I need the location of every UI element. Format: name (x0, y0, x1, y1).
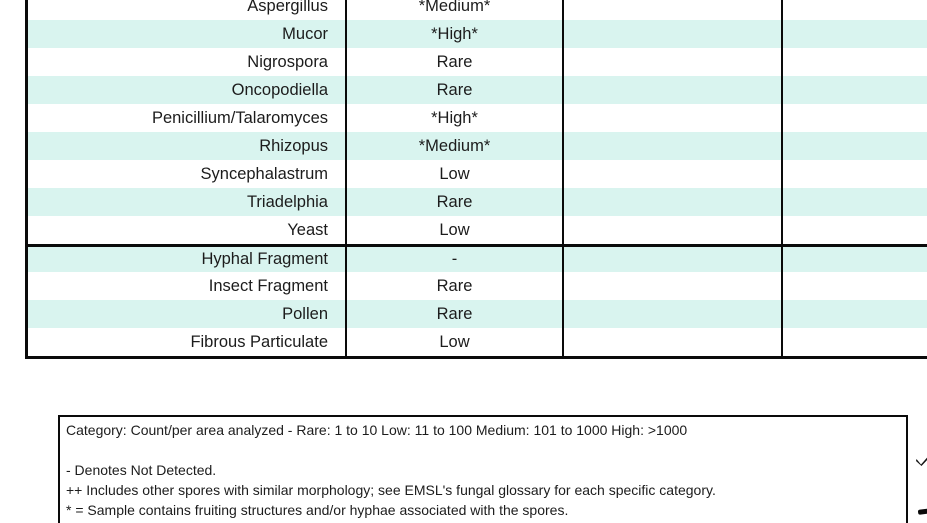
empty-data-cell (783, 132, 927, 160)
category-value: Rare (347, 300, 564, 328)
analyte-name: Pollen (28, 300, 347, 328)
empty-data-cell (783, 160, 927, 188)
empty-data-cell (783, 104, 927, 132)
empty-data-cell (783, 76, 927, 104)
analyte-name: Penicillium/Talaromyces (28, 104, 347, 132)
table-row: Nigrospora Rare (28, 48, 927, 76)
empty-data-cell (783, 328, 927, 356)
category-value: Rare (347, 48, 564, 76)
note-similar-morphology: ++ Includes other spores with similar mo… (66, 482, 716, 498)
table-row: Yeast Low (28, 216, 927, 244)
analyte-name: Yeast (28, 216, 347, 244)
category-value: Rare (347, 188, 564, 216)
empty-data-cell (783, 247, 927, 272)
analyte-name: Insect Fragment (28, 272, 347, 300)
table-row: Hyphal Fragment - (28, 244, 927, 272)
analyte-name: Triadelphia (28, 188, 347, 216)
empty-data-cell (564, 328, 783, 356)
table-row: Triadelphia Rare (28, 188, 927, 216)
empty-data-cell (564, 132, 783, 160)
empty-data-cell (564, 272, 783, 300)
table-row: Aspergillus *Medium* (28, 0, 927, 20)
empty-data-cell (564, 300, 783, 328)
empty-data-cell (564, 104, 783, 132)
table-row: Pollen Rare (28, 300, 927, 328)
empty-data-cell (564, 216, 783, 244)
table-row: Penicillium/Talaromyces *High* (28, 104, 927, 132)
empty-data-cell (564, 160, 783, 188)
category-legend-text: Category: Count/per area analyzed - Rare… (66, 422, 688, 438)
category-value: *High* (347, 104, 564, 132)
category-value: Low (347, 328, 564, 356)
table-row: Rhizopus *Medium* (28, 132, 927, 160)
analyte-name: Aspergillus (28, 0, 347, 20)
analyte-name: Mucor (28, 20, 347, 48)
table-row: Fibrous Particulate Low (28, 328, 927, 356)
handwritten-dash-mark (917, 508, 927, 515)
note-not-detected: - Denotes Not Detected. (66, 462, 217, 478)
empty-data-cell (783, 300, 927, 328)
category-value: Rare (347, 76, 564, 104)
blank-line (66, 440, 900, 460)
analyte-name: Nigrospora (28, 48, 347, 76)
category-value: Rare (347, 272, 564, 300)
table-row: Oncopodiella Rare (28, 76, 927, 104)
empty-data-cell (564, 76, 783, 104)
empty-data-cell (783, 272, 927, 300)
handwritten-check-mark (916, 457, 927, 466)
analyte-name: Fibrous Particulate (28, 328, 347, 356)
analyte-name: Oncopodiella (28, 76, 347, 104)
category-value: Low (347, 160, 564, 188)
empty-data-cell (783, 20, 927, 48)
empty-data-cell (564, 0, 783, 20)
table-row: Syncephalastrum Low (28, 160, 927, 188)
empty-data-cell (564, 20, 783, 48)
analyte-name: Hyphal Fragment (28, 247, 347, 272)
empty-data-cell (564, 48, 783, 76)
category-value: *Medium* (347, 0, 564, 20)
category-value: *Medium* (347, 132, 564, 160)
empty-data-cell (783, 216, 927, 244)
empty-data-cell (783, 0, 927, 20)
legend-notes-box: Category: Count/per area analyzed - Rare… (58, 415, 908, 523)
analyte-name: Rhizopus (28, 132, 347, 160)
empty-data-cell (564, 247, 783, 272)
analyte-name: Syncephalastrum (28, 160, 347, 188)
empty-data-cell (564, 188, 783, 216)
table-row: Insect Fragment Rare (28, 272, 927, 300)
table-row: Mucor *High* (28, 20, 927, 48)
note-fruiting-structures: * = Sample contains fruiting structures … (66, 502, 569, 518)
results-table: Aspergillus *Medium* Mucor *High* Nigros… (25, 0, 927, 359)
empty-data-cell (783, 188, 927, 216)
category-value: Low (347, 216, 564, 244)
category-value: - (347, 247, 564, 272)
empty-data-cell (783, 48, 927, 76)
category-value: *High* (347, 20, 564, 48)
